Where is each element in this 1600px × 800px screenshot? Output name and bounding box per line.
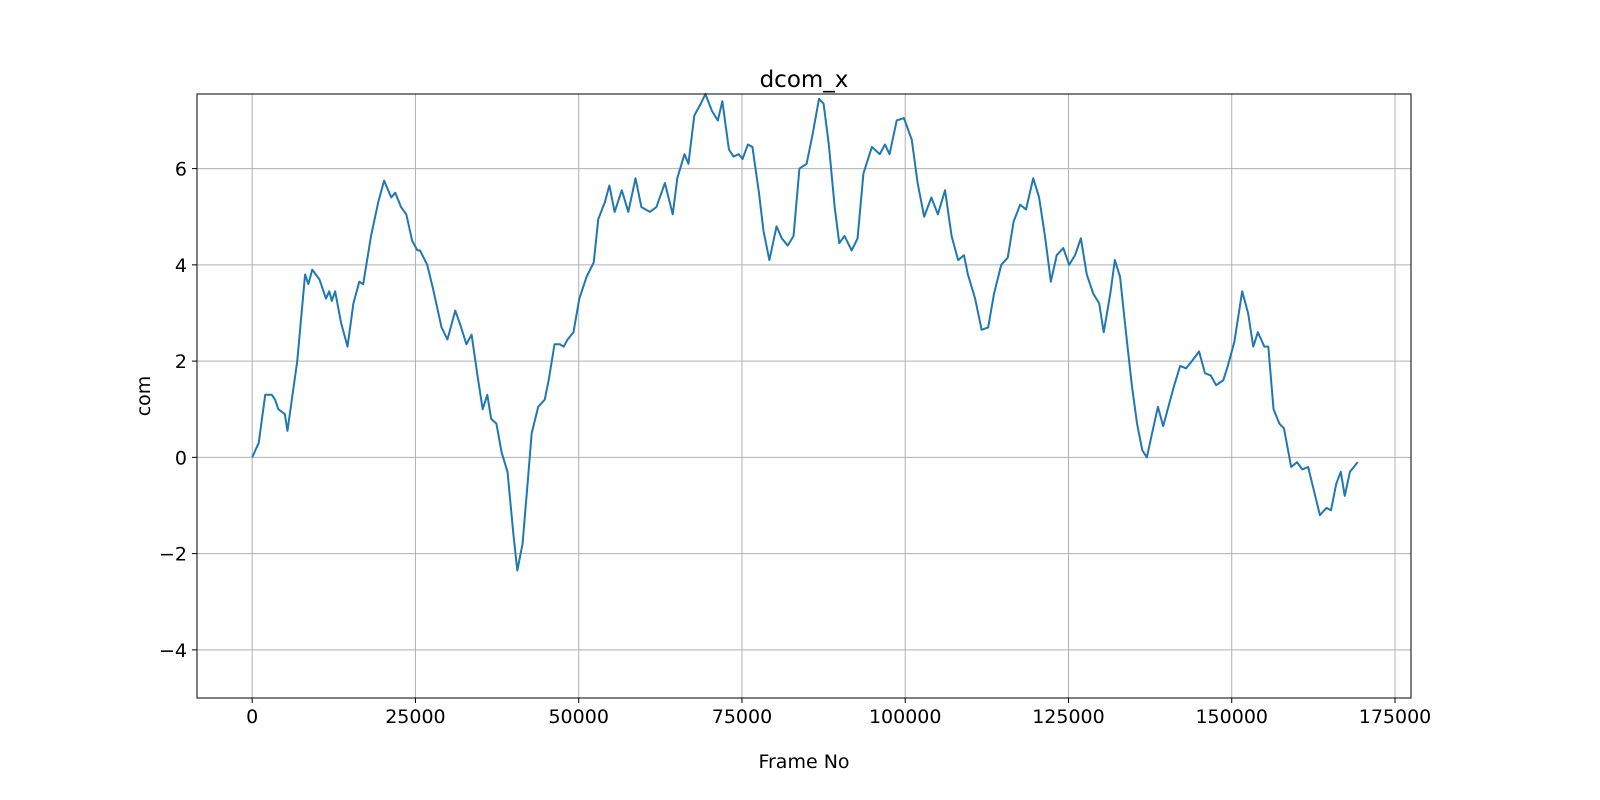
y-tick-label: 4 <box>175 255 187 277</box>
x-tick-label: 50000 <box>548 706 608 728</box>
y-tick-label: 6 <box>175 159 187 181</box>
x-tick-label: 0 <box>246 706 258 728</box>
x-tick-label: 125000 <box>1032 706 1105 728</box>
x-tick-label: 100000 <box>869 706 942 728</box>
data-line <box>251 93 1359 572</box>
x-axis-label: Frame No <box>758 751 849 773</box>
y-tick-label: −2 <box>159 544 187 566</box>
y-tick-label: −4 <box>159 640 187 662</box>
chart-title: dcom_x <box>760 67 849 93</box>
x-tick-label: 175000 <box>1359 706 1432 728</box>
x-tick-label: 150000 <box>1195 706 1268 728</box>
x-tick-label: 75000 <box>712 706 772 728</box>
x-tick-label: 25000 <box>385 706 445 728</box>
y-axis-label: com <box>133 376 155 417</box>
y-tick-label: 0 <box>175 447 187 469</box>
plot-frame <box>196 93 1412 699</box>
y-tick-label: 2 <box>175 351 187 373</box>
